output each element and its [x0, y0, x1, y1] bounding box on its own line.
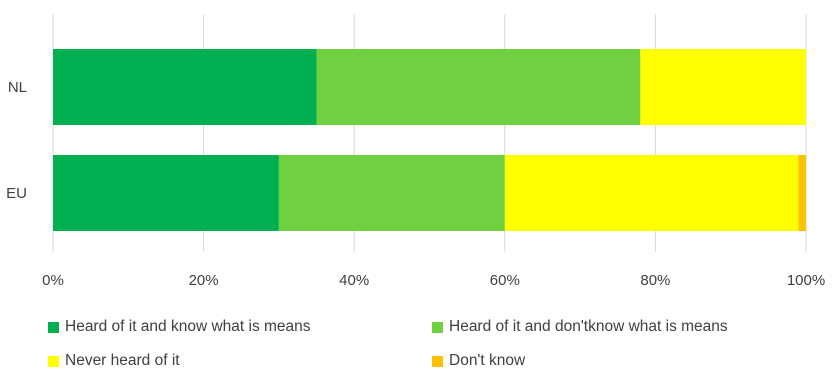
legend-swatch [432, 355, 443, 367]
x-tick-label: 20% [189, 272, 219, 289]
legend-swatch [432, 321, 443, 333]
legend-item-know: Heard of it and know what is means [48, 318, 311, 336]
bar-segment [53, 155, 279, 231]
legend-item-never-heard: Never heard of it [48, 352, 180, 370]
x-axis-tick-labels: 0% 20% 40% 60% 80% 100% [42, 272, 825, 289]
category-labels: NL EU [6, 79, 27, 202]
legend-label: Heard of it and know what is means [65, 318, 311, 335]
legend: Heard of it and know what is means Heard… [48, 318, 828, 378]
legend-item-dont-know-meaning: Heard of it and don'tknow what is means [432, 318, 728, 336]
bar-segment [53, 49, 317, 125]
x-tick-label: 60% [490, 272, 520, 289]
x-tick-label: 100% [787, 272, 825, 289]
legend-label: Don't know [449, 352, 526, 369]
bar-segment [640, 49, 806, 125]
legend-label: Never heard of it [65, 352, 180, 369]
category-label: NL [8, 79, 27, 96]
bar-segment [278, 155, 505, 231]
legend-item-dont-know: Don't know [432, 352, 525, 370]
bar-segment [504, 155, 799, 231]
x-tick-label: 40% [339, 272, 369, 289]
legend-swatch [48, 321, 59, 333]
legend-swatch [48, 355, 59, 367]
x-tick-label: 80% [640, 272, 670, 289]
bars [53, 49, 806, 231]
legend-label: Heard of it and don'tknow what is means [449, 318, 728, 335]
bar-segment [798, 155, 806, 231]
category-label: EU [6, 185, 27, 202]
x-tick-label: 0% [42, 272, 64, 289]
bar-segment [316, 49, 641, 125]
